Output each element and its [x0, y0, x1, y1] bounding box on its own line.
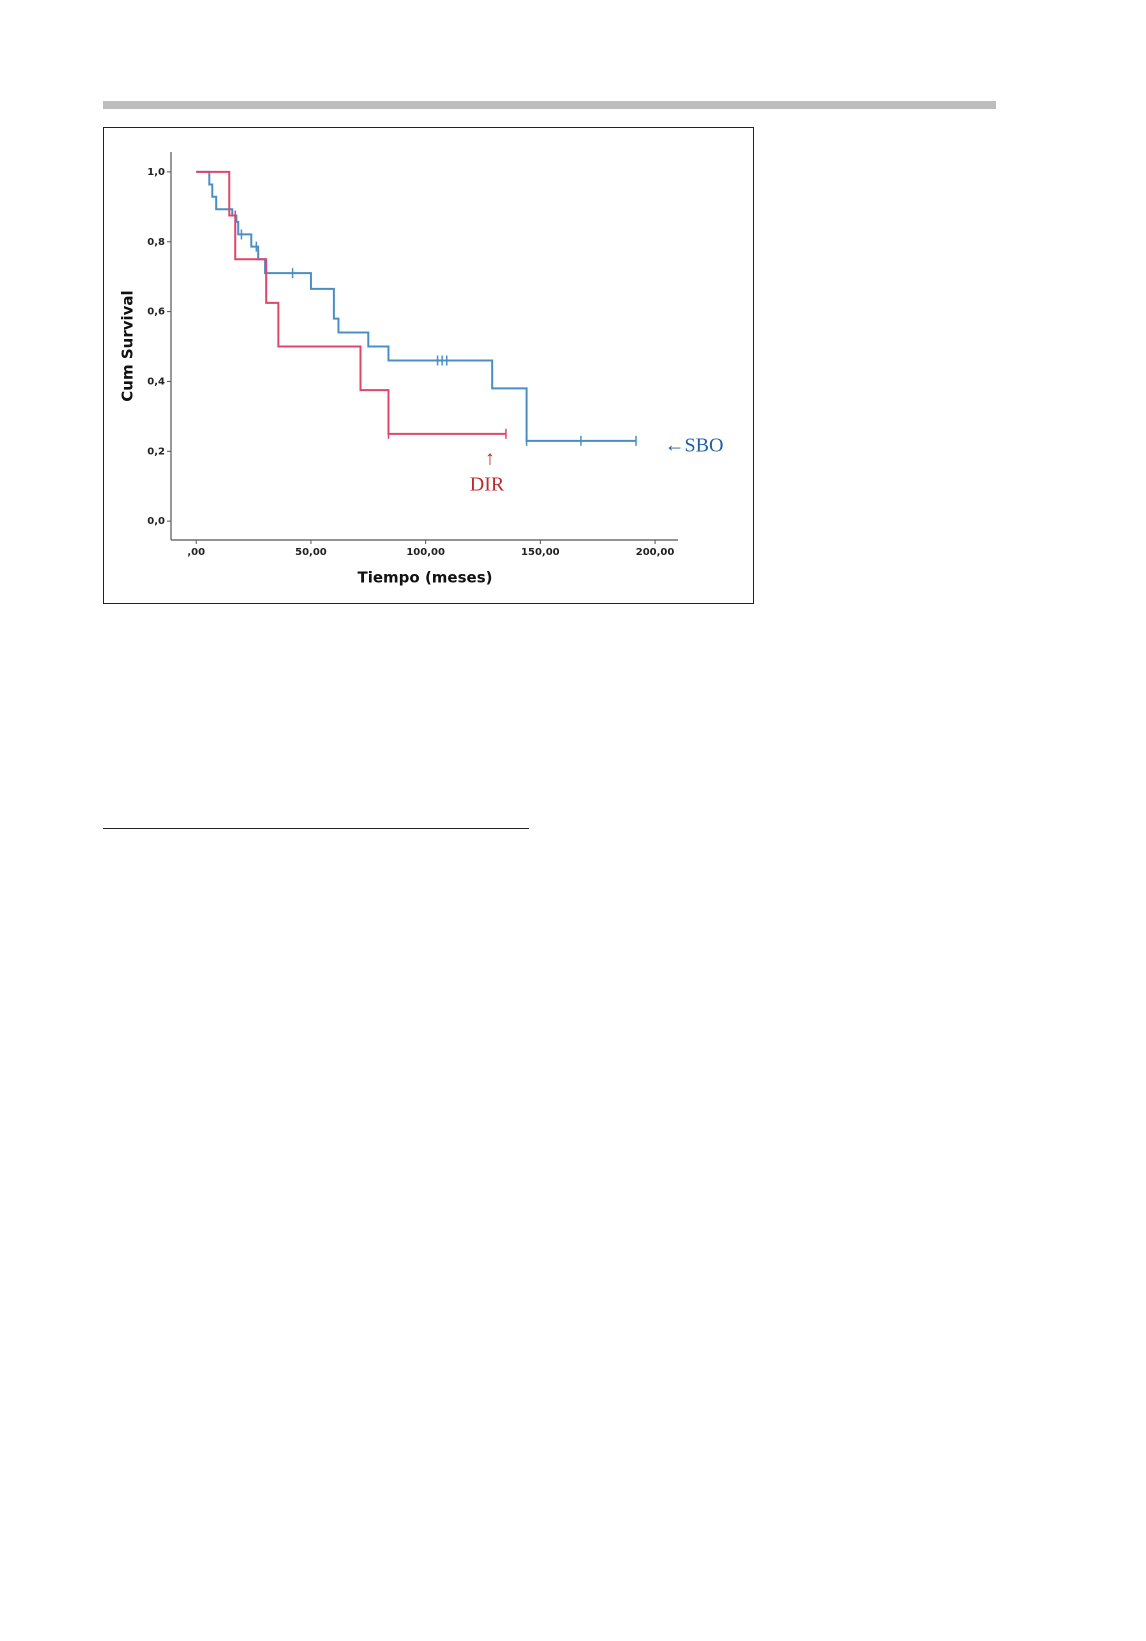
figure-frame [103, 127, 754, 604]
x-tick-label: 50,00 [295, 547, 327, 558]
survival-curve [196, 170, 637, 442]
x-tick-label: 150,00 [521, 547, 560, 558]
survival-curve [196, 170, 506, 435]
header-bar [103, 101, 996, 109]
y-tick-label: 1,0 [147, 167, 165, 178]
y-tick-label: 0,4 [147, 376, 165, 387]
y-tick-label: 0,8 [147, 237, 165, 248]
annotation: ←SBO [665, 435, 724, 457]
x-tick-label: 200,00 [636, 547, 675, 558]
x-tick-label: ,00 [187, 547, 205, 558]
y-tick-label: 0,6 [147, 307, 165, 318]
x-tick-label: 100,00 [406, 547, 445, 558]
y-tick-label: 0,0 [147, 516, 165, 527]
annotation: DIR [470, 474, 505, 496]
annotation: ↑ [485, 448, 495, 470]
y-tick-label: 0,2 [147, 446, 165, 457]
x-axis-title: Tiempo (meses) [358, 569, 493, 587]
y-axis-title: Cum Survival [119, 290, 137, 401]
